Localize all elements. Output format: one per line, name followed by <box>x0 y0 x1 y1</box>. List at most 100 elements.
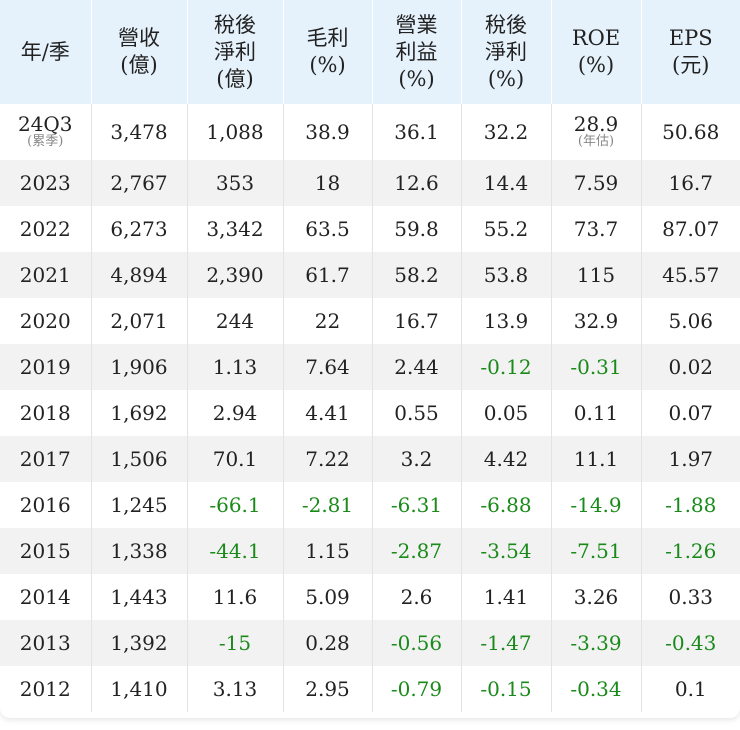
table-row: 2018 1,692 2.94 4.41 0.55 0.05 0.11 0.07 <box>0 390 740 436</box>
table-row: 2017 1,506 70.1 7.22 3.2 4.42 11.1 1.97 <box>0 436 740 482</box>
column-header-net-margin: 稅後 淨利 (%) <box>461 0 552 104</box>
cell-revenue: 2,071 <box>91 298 188 344</box>
cell-revenue: 1,443 <box>91 574 188 620</box>
cell-net-margin: 55.2 <box>461 206 552 252</box>
header-row: 年/季 營收 (億) 稅後 淨利 (億) 毛利 (%) 營業 利益 (%) 稅後 淨利 (%) ROE (%)… <box>0 0 740 104</box>
cell-note: (累季) <box>27 133 64 149</box>
column-header-line: (億) <box>120 53 158 77</box>
table-header: 年/季 營收 (億) 稅後 淨利 (億) 毛利 (%) 營業 利益 (%) 稅後 淨利 (%) ROE (%)… <box>0 0 740 104</box>
cell-operating-margin: 3.2 <box>372 436 462 482</box>
cell-net-income: 2,390 <box>187 252 284 298</box>
row-label-cell: 2020 <box>0 298 92 344</box>
column-header-line: (%) <box>577 53 615 77</box>
financial-table: 年/季 營收 (億) 稅後 淨利 (億) 毛利 (%) 營業 利益 (%) 稅後 淨利 (%) ROE (%)… <box>0 0 740 712</box>
cell-net-margin: -0.12 <box>461 344 552 390</box>
table-row: 2021 4,894 2,390 61.7 58.2 53.8 115 45.57 <box>0 252 740 298</box>
column-header-line: 稅後 <box>214 12 256 37</box>
cell-net-income: -44.1 <box>187 528 284 574</box>
cell-net-income: 244 <box>187 298 284 344</box>
cell-operating-margin: -0.56 <box>372 620 462 666</box>
cell-net-income: 2.94 <box>187 390 284 436</box>
column-header-line: 年/季 <box>20 39 70 64</box>
cell-eps: 5.06 <box>668 309 714 333</box>
cell-gross-margin: 1.15 <box>283 528 373 574</box>
cell-net-margin: 53.8 <box>461 252 552 298</box>
cell-net-income: 11.6 <box>187 574 284 620</box>
cell-operating-margin: 2.44 <box>372 344 462 390</box>
cell-net-income: -15 <box>187 620 284 666</box>
cell-roe: 115 <box>551 252 642 298</box>
cell-revenue: 1,392 <box>91 620 188 666</box>
cell-operating-margin: -6.31 <box>372 482 462 528</box>
cell-gross-margin: 63.5 <box>283 206 373 252</box>
cell-net-margin: -6.88 <box>461 482 552 528</box>
cell-eps: 50.68 <box>662 120 720 144</box>
column-header-year-quarter: 年/季 <box>0 0 92 104</box>
row-label-cell: 2021 <box>0 252 92 298</box>
cell-gross-margin: 0.28 <box>283 620 373 666</box>
cell-roe: 32.9 <box>551 298 642 344</box>
row-label-cell: 2012 <box>0 666 92 712</box>
cell-roe: -0.31 <box>551 344 642 390</box>
cell-roe: -7.51 <box>551 528 642 574</box>
cell-eps: -1.26 <box>641 528 740 574</box>
cell-eps: 0.07 <box>668 401 714 425</box>
cell-net-margin: 14.4 <box>461 160 552 206</box>
cell-eps: 0.02 <box>641 344 740 390</box>
column-header-line: (%) <box>309 53 346 77</box>
cell-revenue: 1,506 <box>91 436 188 482</box>
cell-revenue: 1,338 <box>91 528 188 574</box>
column-header-line: 稅後 <box>485 12 527 37</box>
cell-roe: -3.39 <box>551 620 642 666</box>
column-header-line: (億) <box>216 66 254 91</box>
cell-net-margin: 32.2 <box>461 104 552 160</box>
column-header-operating-margin: 營業 利益 (%) <box>372 0 462 104</box>
cell-gross-margin: 38.9 <box>283 104 373 160</box>
row-label-cell: 2014 <box>0 574 92 620</box>
cell-note: (年估) <box>577 133 615 149</box>
cell-operating-margin: 12.6 <box>372 160 462 206</box>
table-row: 2014 1,443 11.6 5.09 2.6 1.41 3.26 0.33 <box>0 574 740 620</box>
column-header-net-income: 稅後 淨利 (億) <box>187 0 284 104</box>
cell-operating-margin: 2.6 <box>372 574 462 620</box>
table-row: 2023 2,767 353 18 12.6 14.4 7.59 16.7 <box>0 160 740 206</box>
cell-value: 24Q3 <box>17 111 73 136</box>
table-row: 2020 2,071 244 22 16.7 13.9 32.9 5.06 <box>0 298 740 344</box>
cell-net-margin: 4.42 <box>461 436 552 482</box>
cell-gross-margin: -2.81 <box>283 482 373 528</box>
cell-eps: 0.33 <box>668 585 714 609</box>
cell-net-margin: -1.47 <box>461 620 552 666</box>
table-body: 24Q3 (累季) 3,478 1,088 38.9 36.1 32.2 28.9 (年估) 50… <box>0 104 740 712</box>
cell-eps: 1.97 <box>641 436 740 482</box>
cell-gross-margin: 22 <box>283 298 373 344</box>
cell-with-note: 24Q3 (累季) <box>17 111 73 149</box>
column-header-line: 利益 <box>395 39 438 64</box>
cell-operating-margin: -2.87 <box>372 528 462 574</box>
cell-revenue: 3,478 <box>91 104 188 160</box>
cell-revenue: 1,906 <box>91 344 188 390</box>
cell-net-income: 1,088 <box>187 104 284 160</box>
table-row: 2016 1,245 -66.1 -2.81 -6.31 -6.88 -14.9 -1.88 <box>0 482 740 528</box>
cell-eps: -1.88 <box>665 493 717 517</box>
cell-revenue: 4,894 <box>91 252 188 298</box>
table-row: 2015 1,338 -44.1 1.15 -2.87 -3.54 -7.51 -1.26 <box>0 528 740 574</box>
cell-operating-margin: -0.79 <box>372 666 462 712</box>
cell-roe: 7.59 <box>551 160 642 206</box>
cell-net-margin: 13.9 <box>461 298 552 344</box>
cell-gross-margin: 7.64 <box>283 344 373 390</box>
cell-revenue: 6,273 <box>91 206 188 252</box>
table-row: 2022 6,273 3,342 63.5 59.8 55.2 73.7 87.07 <box>0 206 740 252</box>
row-label-cell: 2022 <box>0 206 92 252</box>
cell-eps: 87.07 <box>662 217 720 241</box>
column-header-roe: ROE (%) <box>551 0 642 104</box>
cell-gross-margin: 5.09 <box>283 574 373 620</box>
cell-gross-margin: 4.41 <box>283 390 373 436</box>
cell-eps: 16.7 <box>641 160 740 206</box>
row-label-cell: 2019 <box>0 344 92 390</box>
cell-roe: 11.1 <box>551 436 642 482</box>
cell-roe: 3.26 <box>551 574 642 620</box>
column-header-eps: EPS (元) <box>641 0 740 104</box>
cell-roe: 73.7 <box>551 206 642 252</box>
cell-net-margin: 0.05 <box>461 390 552 436</box>
cell-gross-margin: 7.22 <box>283 436 373 482</box>
